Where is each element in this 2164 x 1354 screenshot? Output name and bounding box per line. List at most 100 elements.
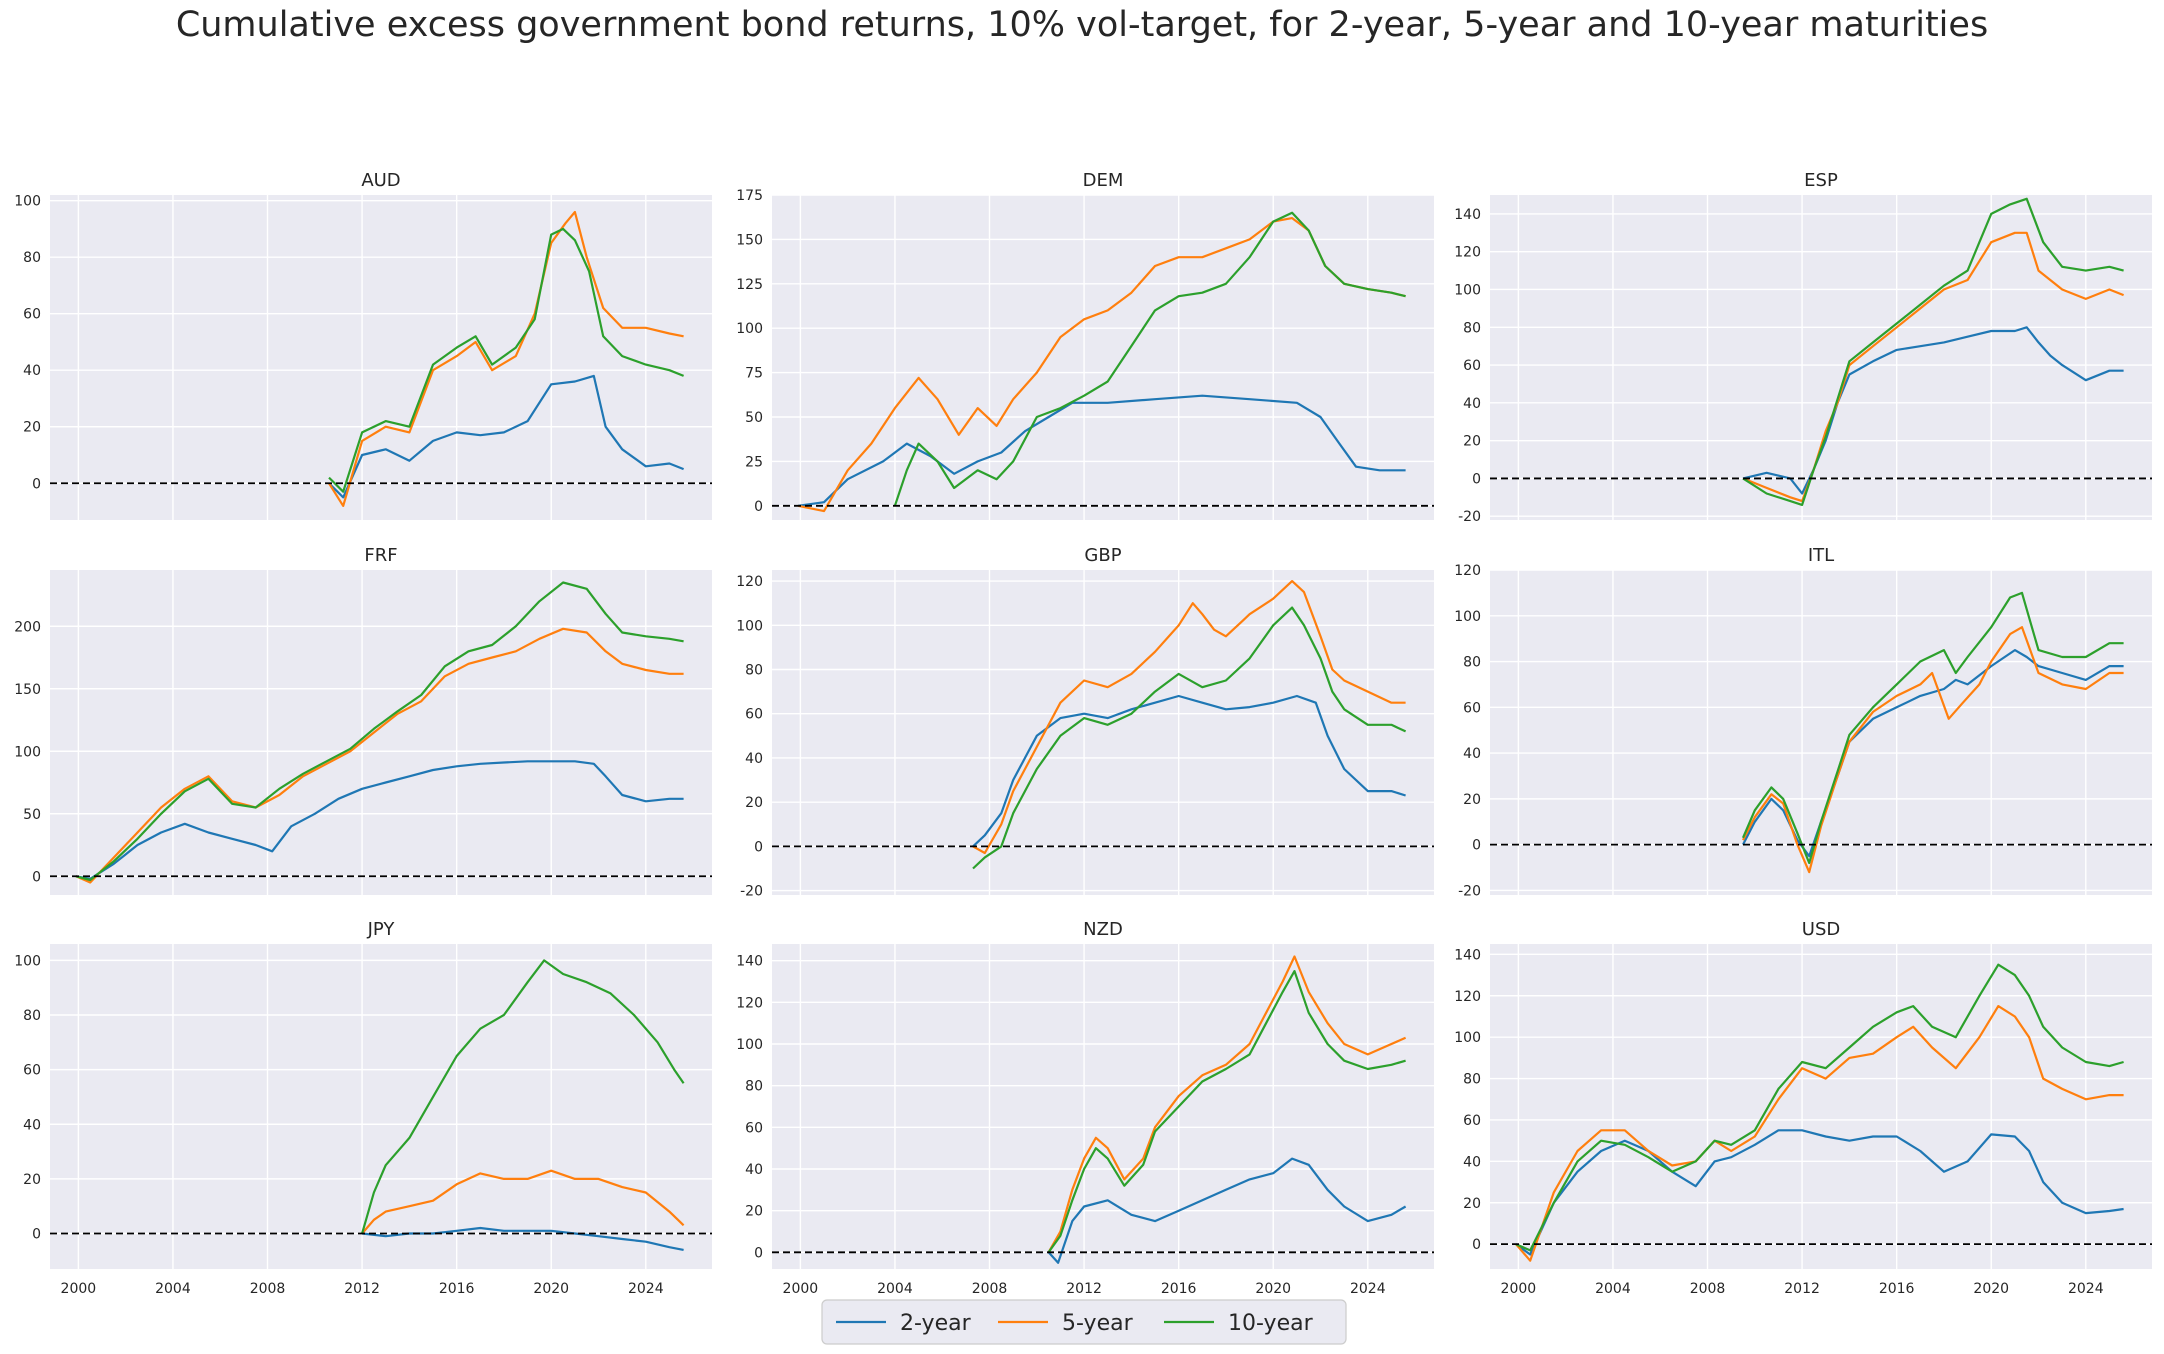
legend-entry-10-year: 10-year	[1164, 1311, 1314, 1336]
panel-title: ITL	[1808, 545, 1834, 566]
legend-label: 2-year	[900, 1311, 972, 1336]
y-tick-label: -20	[1458, 509, 1481, 525]
x-tick-label: 2004	[155, 1281, 191, 1297]
y-tick-label: 0	[32, 869, 41, 885]
y-tick-label: 125	[736, 277, 763, 293]
y-tick-label: 60	[745, 1120, 763, 1136]
plot-area	[50, 944, 712, 1269]
plot-area	[772, 195, 1434, 520]
y-tick-label: 0	[754, 1245, 763, 1261]
y-tick-label: 100	[736, 321, 763, 337]
y-tick-label: 200	[14, 619, 41, 635]
series-line-10-year	[893, 211, 1406, 507]
plot-area	[772, 944, 1434, 1269]
y-tick-label: 100	[14, 194, 41, 210]
y-tick-label: 40	[1463, 396, 1481, 412]
x-tick-label: 2000	[783, 1281, 819, 1297]
series-line-10-year	[1515, 963, 2124, 1252]
y-tick-label: 150	[14, 682, 41, 698]
series-line-5-year	[972, 580, 1406, 855]
y-tick-label: 140	[1454, 947, 1481, 963]
series-line-5-year	[361, 1169, 685, 1235]
legend-label: 5-year	[1062, 1311, 1134, 1336]
y-tick-label: 175	[736, 188, 763, 204]
series-line-2-year	[1047, 1157, 1407, 1264]
x-tick-label: 2024	[2068, 1281, 2104, 1297]
panel-frf: 0 50 100 150 200 FRF	[14, 545, 712, 895]
panel-title: ESP	[1804, 170, 1838, 191]
y-tick-label: 80	[23, 1008, 41, 1024]
panel-title: USD	[1802, 919, 1840, 940]
y-tick-label: -20	[740, 884, 763, 900]
plot-area	[1490, 195, 2152, 520]
y-tick-label: 80	[745, 1079, 763, 1095]
y-tick-label: 0	[1472, 471, 1481, 487]
y-tick-label: 100	[736, 618, 763, 634]
panel-dem: 0 25 50 75 100 125 150 175 DEM	[736, 170, 1434, 520]
y-tick-label: 0	[1472, 1237, 1481, 1253]
series-line-2-year	[328, 374, 685, 499]
y-tick-label: 120	[1454, 245, 1481, 261]
panel-title: NZD	[1083, 919, 1123, 940]
y-tick-label: 20	[23, 1172, 41, 1188]
panel-title: FRF	[364, 545, 397, 566]
x-tick-label: 2020	[533, 1281, 569, 1297]
y-tick-label: 40	[23, 363, 41, 379]
y-tick-label: 0	[32, 476, 41, 492]
y-tick-label: 120	[1454, 563, 1481, 579]
plot-area	[1490, 944, 2152, 1269]
x-tick-label: 2012	[1066, 1281, 1102, 1297]
series-line-10-year	[1047, 970, 1406, 1253]
y-tick-label: 100	[14, 953, 41, 969]
y-tick-label: -20	[1458, 883, 1481, 899]
y-tick-label: 80	[745, 662, 763, 678]
y-tick-label: 0	[1472, 838, 1481, 854]
y-tick-label: 0	[32, 1226, 41, 1242]
x-tick-label: 2004	[877, 1281, 913, 1297]
y-tick-label: 20	[745, 1204, 763, 1220]
y-tick-label: 40	[1463, 1154, 1481, 1170]
y-tick-label: 140	[1454, 207, 1481, 223]
x-tick-label: 2004	[1595, 1281, 1631, 1297]
series-line-5-year	[1047, 955, 1407, 1253]
series-line-5-year	[1515, 1005, 2124, 1262]
series-line-5-year	[1742, 626, 2124, 874]
y-tick-label: 100	[1454, 1030, 1481, 1046]
series-line-10-year	[1741, 591, 2124, 865]
y-tick-label: 75	[745, 366, 763, 382]
series-line-10-year	[1742, 197, 2124, 506]
y-tick-label: 60	[745, 707, 763, 723]
y-tick-label: 40	[745, 751, 763, 767]
x-tick-label: 2000	[61, 1281, 97, 1297]
series-line-10-year	[75, 581, 684, 882]
y-tick-label: 60	[1463, 700, 1481, 716]
y-tick-label: 0	[754, 499, 763, 515]
panel-jpy: 0 20 40 60 80 100 2000 2004 2008 2012 2016 2020 2024…	[14, 919, 712, 1297]
series-line-2-year	[972, 694, 1406, 848]
panel-esp: -20 0 20 40 60 80 100 120 140 ESP	[1454, 170, 2152, 525]
y-tick-label: 20	[1463, 1196, 1481, 1212]
legend: 2-year 5-year 10-year	[821, 1299, 1347, 1345]
x-tick-label: 2000	[1501, 1281, 1537, 1297]
y-tick-label: 120	[736, 995, 763, 1011]
y-tick-label: 40	[745, 1162, 763, 1178]
x-tick-label: 2012	[1784, 1281, 1820, 1297]
panels: 0 20 40 60 80 100 AUD 0 25 50 75 100 125 150 175 DEM -20…	[14, 170, 2152, 1297]
y-tick-label: 60	[23, 1063, 41, 1079]
y-tick-label: 140	[736, 954, 763, 970]
y-tick-label: 100	[14, 744, 41, 760]
panel-gbp: -20 0 20 40 60 80 100 120 GBP	[736, 545, 1434, 900]
y-tick-label: 60	[1463, 1113, 1481, 1129]
y-tick-label: 120	[1454, 989, 1481, 1005]
plot-area	[50, 195, 712, 520]
plot-area	[1490, 570, 2152, 895]
y-tick-label: 25	[745, 454, 763, 470]
legend-label: 10-year	[1228, 1311, 1314, 1336]
y-tick-label: 60	[23, 307, 41, 323]
legend-entry-5-year: 5-year	[998, 1311, 1134, 1336]
panel-usd: 0 20 40 60 80 100 120 140 2000 2004 2008 2012 2016 20…	[1454, 919, 2152, 1297]
series-line-2-year	[1742, 326, 2124, 495]
y-tick-label: 50	[23, 807, 41, 823]
y-tick-label: 50	[745, 410, 763, 426]
y-tick-label: 120	[736, 574, 763, 590]
